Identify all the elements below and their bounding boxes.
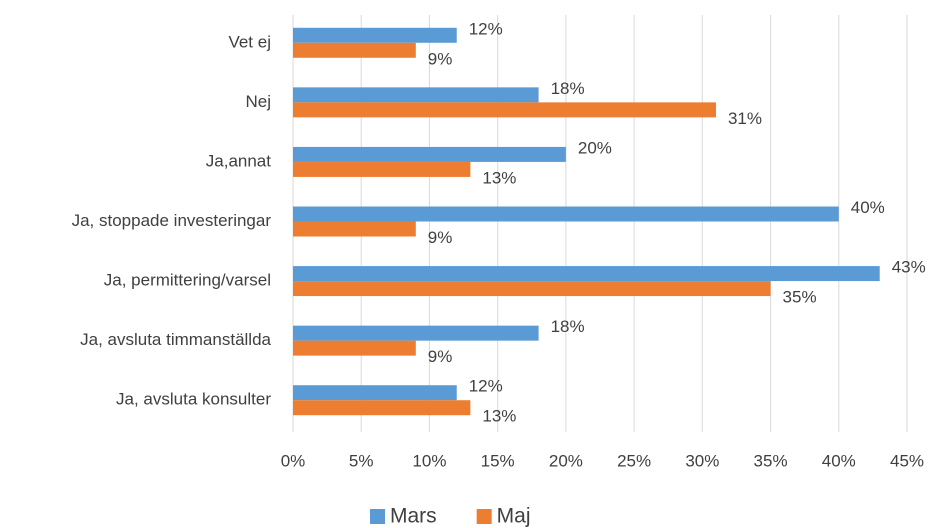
data-label: 12% xyxy=(469,377,503,396)
bar xyxy=(293,400,471,416)
bar xyxy=(293,266,880,282)
data-label: 35% xyxy=(783,288,817,307)
data-label: 9% xyxy=(428,347,453,366)
y-tick-label: Ja, avsluta konsulter xyxy=(116,390,271,409)
data-label: 9% xyxy=(428,228,453,247)
legend-swatch xyxy=(370,509,385,524)
data-label: 12% xyxy=(469,19,503,38)
bar xyxy=(293,161,471,177)
x-tick-label: 5% xyxy=(349,451,374,470)
x-tick-label: 35% xyxy=(754,451,788,470)
data-label: 20% xyxy=(578,138,612,157)
y-tick-label: Ja, stoppade investeringar xyxy=(72,211,272,230)
x-tick-label: 20% xyxy=(549,451,583,470)
bar xyxy=(293,340,416,356)
bar xyxy=(293,281,771,297)
data-label: 18% xyxy=(551,79,585,98)
data-label: 13% xyxy=(482,168,516,187)
data-label: 18% xyxy=(551,317,585,336)
y-tick-label: Ja, avsluta timmanställda xyxy=(80,330,271,349)
x-tick-label: 25% xyxy=(617,451,651,470)
legend-label: Maj xyxy=(497,505,531,528)
legend-swatch xyxy=(476,509,492,524)
y-tick-label: Ja,annat xyxy=(206,151,271,170)
x-tick-label: 15% xyxy=(481,451,515,470)
x-tick-label: 0% xyxy=(281,451,306,470)
legend-label: Mars xyxy=(390,505,437,528)
data-label: 31% xyxy=(728,109,762,128)
bar xyxy=(293,102,716,118)
y-tick-label: Ja, permittering/varsel xyxy=(104,271,271,290)
x-tick-label: 10% xyxy=(412,451,446,470)
y-tick-label: Nej xyxy=(245,92,271,111)
data-label: 13% xyxy=(482,407,516,426)
bar xyxy=(293,385,457,401)
y-tick-label: Vet ej xyxy=(228,32,271,51)
bar xyxy=(293,87,539,103)
bar xyxy=(293,146,566,162)
x-tick-label: 45% xyxy=(890,451,924,470)
data-label: 40% xyxy=(851,198,885,217)
bar xyxy=(293,221,416,237)
bar xyxy=(293,27,457,43)
x-tick-label: 40% xyxy=(822,451,856,470)
x-tick-label: 30% xyxy=(685,451,719,470)
data-label: 43% xyxy=(892,258,926,277)
bar xyxy=(293,206,839,222)
data-label: 9% xyxy=(428,49,453,68)
bar xyxy=(293,325,539,341)
bar xyxy=(293,42,416,58)
